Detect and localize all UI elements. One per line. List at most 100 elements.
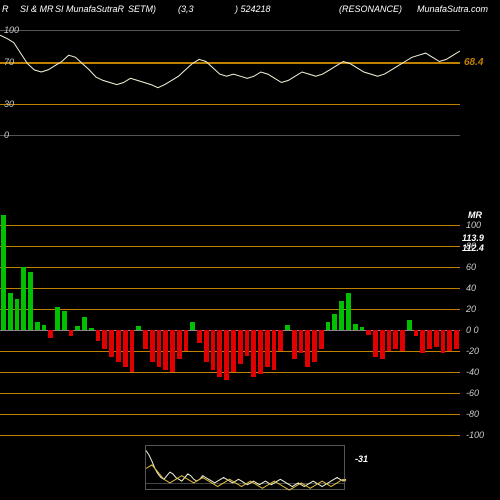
rsi-current-value: 68.4 bbox=[464, 57, 483, 68]
mr-bar bbox=[177, 330, 182, 359]
mr-grid bbox=[0, 246, 460, 247]
mr-axis-label: -20 bbox=[466, 346, 479, 356]
rsi-axis-label: 70 bbox=[4, 57, 14, 67]
mr-bar bbox=[190, 322, 195, 330]
mr-bar bbox=[130, 330, 135, 372]
mr-axis-label: 100 bbox=[466, 220, 481, 230]
rsi-axis-label: 0 bbox=[4, 130, 9, 140]
header-code: ) 524218 bbox=[235, 4, 271, 14]
mr-grid bbox=[0, 267, 460, 268]
mr-bar bbox=[1, 215, 6, 331]
mr-bar bbox=[55, 307, 60, 330]
rsi-grid-0 bbox=[0, 135, 460, 136]
mr-bar bbox=[35, 322, 40, 330]
mr-panel bbox=[0, 225, 460, 435]
header-indicator: SI & MR bbox=[20, 4, 54, 14]
mr-bar bbox=[346, 293, 351, 330]
mr-bar bbox=[69, 330, 74, 336]
mr-bar bbox=[82, 317, 87, 330]
mr-bar bbox=[387, 330, 392, 351]
mr-grid bbox=[0, 372, 460, 373]
mr-bar bbox=[184, 330, 189, 351]
mr-label: MR bbox=[468, 210, 482, 220]
mr-axis-label: 20 bbox=[466, 304, 476, 314]
header-title: SI MunafaSutraR bbox=[55, 4, 124, 14]
mr-bar bbox=[285, 325, 290, 330]
mr-bar bbox=[170, 330, 175, 372]
rsi-axis-label: 100 bbox=[4, 25, 19, 35]
mr-bar bbox=[441, 330, 446, 353]
mr-bar bbox=[238, 330, 243, 364]
mr-bar bbox=[21, 267, 26, 330]
mr-bar bbox=[217, 330, 222, 377]
mr-bar bbox=[8, 293, 13, 330]
mr-bar bbox=[102, 330, 107, 349]
mr-bar bbox=[414, 330, 419, 336]
mini-panel: -31 bbox=[145, 445, 345, 490]
mr-axis-label: -80 bbox=[466, 409, 479, 419]
mr-bar bbox=[292, 330, 297, 359]
mr-bar bbox=[299, 330, 304, 353]
mr-bar bbox=[278, 330, 283, 351]
mr-grid bbox=[0, 414, 460, 415]
mr-grid bbox=[0, 309, 460, 310]
mr-bar bbox=[393, 330, 398, 349]
mr-bar bbox=[265, 330, 270, 367]
header-symbol: (RESONANCE) bbox=[339, 4, 402, 14]
mini-value: -31 bbox=[355, 454, 368, 464]
mr-bar bbox=[353, 324, 358, 330]
mr-bar bbox=[366, 330, 371, 335]
mr-bar bbox=[420, 330, 425, 353]
mr-bar bbox=[48, 330, 53, 338]
mr-bar bbox=[312, 330, 317, 362]
header-setm: SETM) bbox=[128, 4, 156, 14]
mr-axis-label: 60 bbox=[466, 262, 476, 272]
mr-bar bbox=[447, 330, 452, 351]
mr-bar bbox=[360, 327, 365, 330]
mini-chart bbox=[146, 446, 346, 491]
mr-bar bbox=[400, 330, 405, 351]
mr-bar bbox=[434, 330, 439, 347]
mr-bar bbox=[245, 330, 250, 356]
mr-bar bbox=[454, 330, 459, 349]
mr-bar bbox=[231, 330, 236, 372]
rsi-panel bbox=[0, 30, 460, 135]
mr-bar bbox=[339, 301, 344, 330]
mr-bar bbox=[373, 330, 378, 357]
mr-bar bbox=[380, 330, 385, 359]
mr-bar bbox=[258, 330, 263, 374]
header-params: (3,3 bbox=[178, 4, 194, 14]
mr-bar bbox=[211, 330, 216, 370]
mr-bar bbox=[116, 330, 121, 362]
mr-bar bbox=[75, 326, 80, 330]
mr-bar bbox=[28, 272, 33, 330]
mr-bar bbox=[224, 330, 229, 380]
mr-bar bbox=[326, 322, 331, 330]
mr-grid bbox=[0, 288, 460, 289]
mr-axis-label: 0 0 bbox=[466, 325, 479, 335]
mr-bar bbox=[319, 330, 324, 349]
mr-bar bbox=[42, 325, 47, 330]
mr-bar bbox=[427, 330, 432, 349]
mr-bar bbox=[143, 330, 148, 349]
mr-bar bbox=[197, 330, 202, 343]
mr-bar bbox=[305, 330, 310, 367]
mr-bar bbox=[96, 330, 101, 341]
mr-bar bbox=[163, 330, 168, 370]
rsi-line-chart bbox=[0, 30, 460, 135]
mr-bar bbox=[332, 314, 337, 330]
mr-bar bbox=[157, 330, 162, 367]
mr-axis-label: -60 bbox=[466, 388, 479, 398]
mr-bar bbox=[62, 311, 67, 330]
mr-bar bbox=[123, 330, 128, 367]
mr-grid bbox=[0, 393, 460, 394]
mr-axis-label: -100 bbox=[466, 430, 484, 440]
mr-bar bbox=[251, 330, 256, 377]
mr-bar bbox=[204, 330, 209, 362]
mr-bar bbox=[89, 328, 94, 330]
chart-header: R SI & MR SI MunafaSutraR SETM) (3,3 ) 5… bbox=[0, 0, 500, 18]
mr-axis-label: -40 bbox=[466, 367, 479, 377]
mr-axis-label: 40 bbox=[466, 283, 476, 293]
mr-bar bbox=[272, 330, 277, 370]
mr-value-tag: 112.4 bbox=[462, 243, 484, 253]
